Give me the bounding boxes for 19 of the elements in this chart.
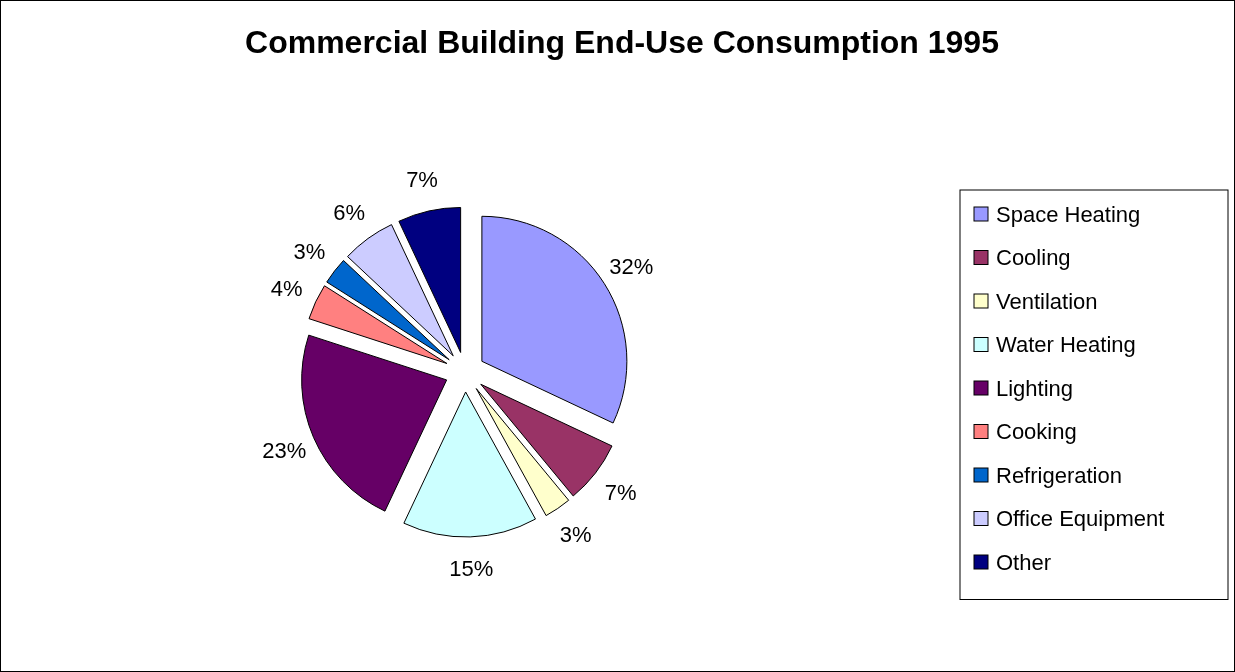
legend-label: Cooking	[996, 419, 1077, 444]
legend-label: Lighting	[996, 375, 1074, 401]
chart-title: Commercial Building End-Use Consumption 1995	[245, 24, 999, 60]
legend-label: Office Equipment	[996, 506, 1165, 531]
legend-label: Cooling	[996, 245, 1071, 270]
legend-label: Ventilation	[996, 288, 1098, 314]
data-label: 15%	[449, 556, 494, 582]
legend-label: Water Heating	[996, 332, 1136, 357]
data-label: 7%	[604, 480, 637, 506]
data-label: 32%	[609, 253, 654, 279]
legend-label: Refrigeration	[996, 462, 1122, 488]
data-label: 3%	[559, 522, 592, 548]
data-label: 7%	[406, 167, 438, 193]
data-label: 23%	[262, 437, 307, 463]
data-label: 4%	[270, 275, 303, 301]
legend-label: Other	[996, 549, 1052, 575]
data-label: 3%	[293, 238, 326, 264]
data-label: 6%	[333, 200, 366, 226]
legend-label: Space Heating	[996, 201, 1141, 227]
